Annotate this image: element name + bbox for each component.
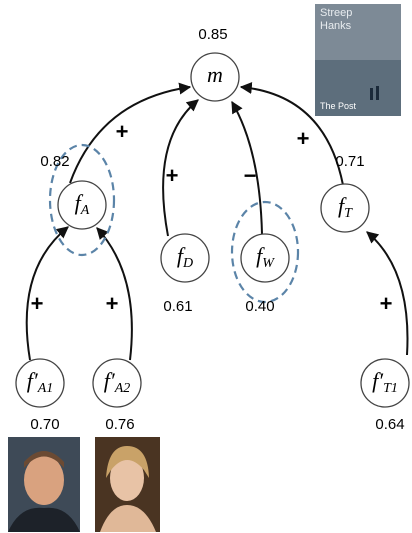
node: f′A1	[16, 359, 64, 407]
node-subscript: T1	[383, 381, 398, 396]
node-value: 0.61	[163, 298, 192, 315]
edge-sign: +	[297, 126, 310, 151]
node-value: 0.85	[198, 26, 227, 43]
node: m	[191, 53, 239, 101]
node: fD	[161, 234, 209, 282]
photo-streep	[95, 437, 160, 532]
node: fT	[321, 184, 369, 232]
node-subscript: A2	[114, 381, 131, 396]
node-value: 0.64	[375, 416, 404, 433]
node-subscript: D	[182, 256, 193, 271]
edge-sign: +	[166, 163, 179, 188]
node-subscript: A	[80, 203, 90, 218]
poster-name: Streep	[320, 7, 352, 19]
poster-name: Hanks	[320, 20, 352, 32]
edge-sign: +	[106, 291, 119, 316]
diagram: Streep Hanks The Post + + − + + + + m 0.8…	[0, 0, 412, 533]
node-value: 0.40	[245, 298, 274, 315]
node-subscript: T	[344, 206, 353, 221]
edge-sign: +	[31, 291, 44, 316]
node: fA	[58, 181, 106, 229]
node: fW	[241, 234, 289, 282]
edge-sign: +	[116, 119, 129, 144]
node: f′A2	[93, 359, 141, 407]
node-label: m	[207, 62, 223, 87]
node-subscript: A1	[37, 381, 54, 396]
poster-title: The Post	[320, 101, 357, 111]
photo-hanks	[8, 437, 80, 532]
node-symbol: m	[207, 62, 223, 87]
node-value: 0.70	[30, 416, 59, 433]
node-value: 0.71	[335, 153, 364, 170]
node-value: 0.82	[40, 153, 69, 170]
node-value: 0.76	[105, 416, 134, 433]
edge-sign: −	[244, 163, 257, 188]
poster: Streep Hanks The Post	[315, 4, 401, 116]
node: f′T1	[361, 359, 409, 407]
edge-sign: +	[380, 291, 393, 316]
node-subscript: W	[262, 256, 275, 271]
